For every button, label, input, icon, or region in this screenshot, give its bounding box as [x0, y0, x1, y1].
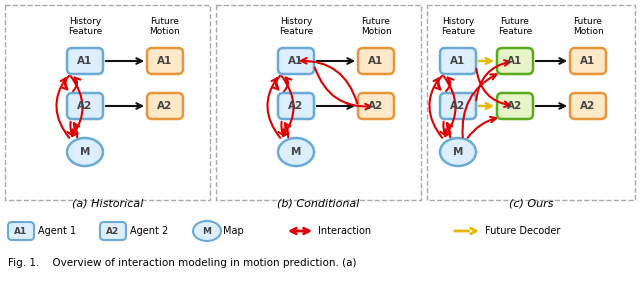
- Text: A2: A2: [157, 101, 173, 111]
- Bar: [5, 5, 210, 200]
- Text: A1: A1: [580, 56, 596, 66]
- Ellipse shape: [440, 138, 476, 166]
- Text: M: M: [202, 227, 211, 236]
- Text: Interaction: Interaction: [318, 226, 371, 236]
- FancyBboxPatch shape: [278, 48, 314, 74]
- Text: History
Feature: History Feature: [441, 17, 475, 36]
- Text: Future
Motion: Future Motion: [150, 17, 180, 36]
- FancyBboxPatch shape: [497, 93, 533, 119]
- Text: A1: A1: [289, 56, 303, 66]
- Ellipse shape: [193, 221, 221, 241]
- Text: Agent 1: Agent 1: [38, 226, 76, 236]
- FancyBboxPatch shape: [440, 48, 476, 74]
- Ellipse shape: [67, 138, 103, 166]
- Text: (a) Historical: (a) Historical: [72, 199, 143, 209]
- Text: Future
Motion: Future Motion: [360, 17, 392, 36]
- Bar: [427, 5, 635, 200]
- FancyBboxPatch shape: [497, 48, 533, 74]
- Text: A1: A1: [369, 56, 383, 66]
- Text: A2: A2: [289, 101, 303, 111]
- Text: A1: A1: [77, 56, 93, 66]
- FancyBboxPatch shape: [100, 222, 126, 240]
- Text: Agent 2: Agent 2: [130, 226, 168, 236]
- FancyBboxPatch shape: [147, 93, 183, 119]
- Text: A1: A1: [508, 56, 523, 66]
- Ellipse shape: [278, 138, 314, 166]
- Text: Fig. 1.    Overview of interaction modeling in motion prediction. (a): Fig. 1. Overview of interaction modeling…: [8, 258, 356, 268]
- FancyBboxPatch shape: [440, 93, 476, 119]
- Text: Future
Motion: Future Motion: [573, 17, 604, 36]
- Text: A1: A1: [14, 227, 28, 236]
- Bar: [216, 5, 421, 200]
- Text: Map: Map: [223, 226, 244, 236]
- Text: A2: A2: [451, 101, 466, 111]
- Text: Future Decoder: Future Decoder: [485, 226, 561, 236]
- FancyBboxPatch shape: [147, 48, 183, 74]
- FancyBboxPatch shape: [8, 222, 34, 240]
- Text: History
Feature: History Feature: [68, 17, 102, 36]
- FancyBboxPatch shape: [278, 93, 314, 119]
- FancyBboxPatch shape: [358, 93, 394, 119]
- Text: A1: A1: [157, 56, 173, 66]
- FancyBboxPatch shape: [358, 48, 394, 74]
- Text: A2: A2: [106, 227, 120, 236]
- FancyBboxPatch shape: [570, 48, 606, 74]
- Text: (b) Conditional: (b) Conditional: [277, 199, 360, 209]
- Text: History
Feature: History Feature: [279, 17, 313, 36]
- Text: (c) Ours: (c) Ours: [509, 199, 553, 209]
- Text: A2: A2: [77, 101, 93, 111]
- Text: A2: A2: [369, 101, 383, 111]
- Text: A2: A2: [580, 101, 596, 111]
- FancyBboxPatch shape: [67, 93, 103, 119]
- Text: Future
Feature: Future Feature: [498, 17, 532, 36]
- FancyBboxPatch shape: [67, 48, 103, 74]
- Text: M: M: [291, 147, 301, 157]
- Text: M: M: [453, 147, 463, 157]
- Text: A2: A2: [508, 101, 523, 111]
- Text: A1: A1: [451, 56, 466, 66]
- Text: M: M: [80, 147, 90, 157]
- FancyBboxPatch shape: [570, 93, 606, 119]
